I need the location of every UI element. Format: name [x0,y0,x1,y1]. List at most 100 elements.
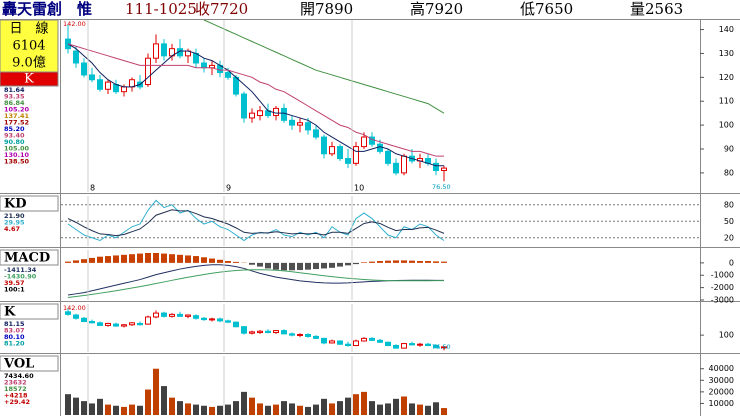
line-series [67,264,445,296]
volume-bar [145,389,151,415]
volume-bar [121,406,127,415]
k-box [0,71,59,87]
date: 111-1025 [125,0,197,18]
high-label: 142.00 [63,20,86,28]
osc-bar [217,259,223,263]
readout: 21.90 [4,212,25,220]
volume-bar [441,408,447,415]
osc-bar [377,261,383,263]
candle-body [161,43,167,57]
candle-body [353,340,359,347]
volume-bar [209,406,215,415]
line-series [67,199,445,242]
volume-bar [153,368,159,415]
candle-body [81,317,87,323]
readout: 81.20 [4,340,25,348]
osc-bar [209,258,215,263]
osc-bar [417,261,423,263]
candle-body [241,326,247,334]
volume-bar [193,404,199,415]
volume-bar [281,401,287,415]
close-price: 收7720 [195,0,248,18]
readout: 85.20 [4,125,25,133]
candle-body [313,129,319,138]
candle-body [113,323,119,327]
candle-body [73,314,79,319]
y-tick-label: -1000 [711,271,734,280]
candle-body [201,62,207,69]
candle-body [121,324,127,327]
osc-bar [385,260,391,263]
label-box [0,303,59,320]
volume-bar [329,403,335,415]
low-price: 低7650 [520,0,573,18]
readout: 90.80 [4,138,25,146]
osc-bar [193,256,199,263]
y-tick-label: 30000 [709,376,734,385]
period-box [0,19,59,73]
osc-bar [113,255,119,263]
y-tick-label: 0 [729,258,734,267]
y-tick-label: 90 [724,145,734,154]
volume-bar [297,405,303,415]
volume-bar [73,397,79,415]
candle-body [89,321,95,324]
osc-bar [201,257,207,263]
volume-bar [217,405,223,415]
candle-body [121,86,127,93]
readout: 29.95 [4,219,25,227]
volume-bar [225,404,231,415]
panel-label: VOL [3,357,34,372]
y-tick-label: 130 [719,49,734,58]
candle-body [105,322,111,326]
candle-body [153,43,159,59]
candle-body [193,315,199,319]
candle-body [129,79,135,88]
osc-bar [249,262,255,265]
y-tick-label: 120 [719,73,734,82]
code: 6104 [12,39,45,54]
candle-body [73,50,79,64]
osc-bar [345,262,351,266]
candle-body [289,333,295,336]
osc-bar [225,261,231,263]
panel-label: K [24,72,34,87]
x-tick-label: 8 [90,184,95,193]
line-series [67,43,444,167]
candle-body [89,74,95,81]
low-label: 76.50 [432,343,451,351]
candle-body [377,339,383,343]
candle-body [225,72,231,78]
osc-bar [169,254,175,263]
volume-bar [345,397,351,415]
volume-bar [201,405,207,415]
candle-body [337,340,343,345]
volume-bar [377,404,383,415]
candle-body [201,317,207,321]
osc-bar [401,260,407,263]
candle-body [273,330,279,334]
volume: 量2563 [630,0,683,18]
readout: 23632 [4,379,27,387]
readout: 39.57 [4,279,25,287]
readout: 130.10 [4,151,30,159]
volume-bar [433,402,439,415]
readout: 4.67 [4,225,20,233]
osc-bar [273,262,279,270]
volume-bar [177,401,183,415]
osc-bar [409,260,415,263]
osc-bar [361,262,367,263]
candle-body [265,330,271,334]
volume-bar [105,404,111,415]
line-series [67,269,445,299]
y-tick-label: -2000 [711,283,734,292]
y-tick-label: 80 [724,168,734,177]
line-series [203,19,445,114]
readout: 18572 [4,385,27,393]
candle-body [161,312,167,317]
candle-body [345,158,351,164]
osc-bar [161,253,167,263]
candle-body [361,337,367,342]
candle-body [321,136,327,155]
